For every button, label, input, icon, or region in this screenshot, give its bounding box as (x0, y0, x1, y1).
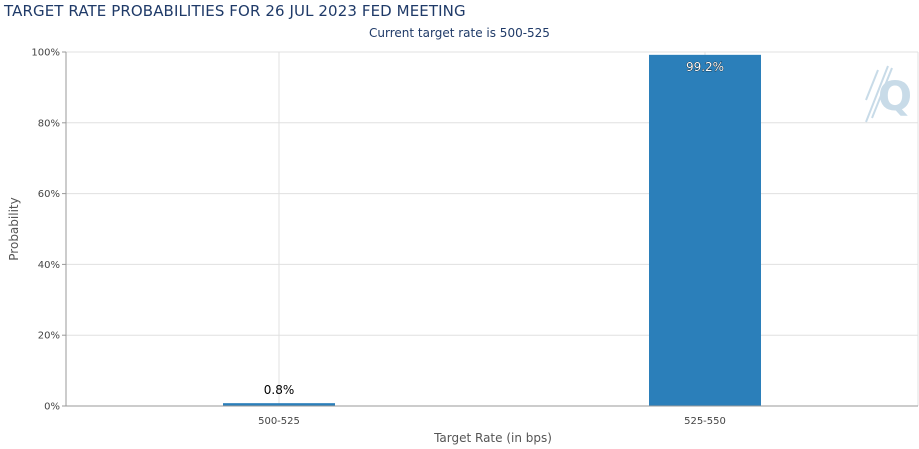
grid-layer (66, 51, 919, 406)
watermark-stripes (865, 65, 893, 123)
bars-layer (223, 54, 761, 406)
y-tick-label: 80% (38, 118, 60, 129)
bar-data-label: 99.2% (686, 60, 724, 74)
x-axis-title: Target Rate (in bps) (433, 431, 552, 445)
bar-data-label: 0.8% (264, 383, 295, 397)
y-tick-label: 0% (44, 402, 60, 413)
bar (223, 403, 335, 406)
chart-subtitle: Current target rate is 500-525 (369, 26, 550, 40)
watermark-letter: Q (878, 74, 912, 120)
y-tick-label: 100% (31, 48, 60, 59)
axis-layer: 0% 20% 40% 60% 80% 100% 500-525 525-550 (31, 48, 918, 427)
y-tick-label: 40% (38, 260, 60, 271)
labels-layer: 0.8% 99.2% (264, 60, 725, 398)
x-tick-label: 525-550 (684, 416, 726, 427)
y-axis-title: Probability (7, 197, 21, 260)
y-tick-label: 60% (38, 189, 60, 200)
y-tick-label: 20% (38, 331, 60, 342)
watermark-logo: Q (865, 65, 912, 123)
x-tick-label: 500-525 (258, 416, 300, 427)
chart-title: TARGET RATE PROBABILITIES FOR 26 JUL 202… (4, 2, 466, 20)
bar (649, 54, 761, 406)
